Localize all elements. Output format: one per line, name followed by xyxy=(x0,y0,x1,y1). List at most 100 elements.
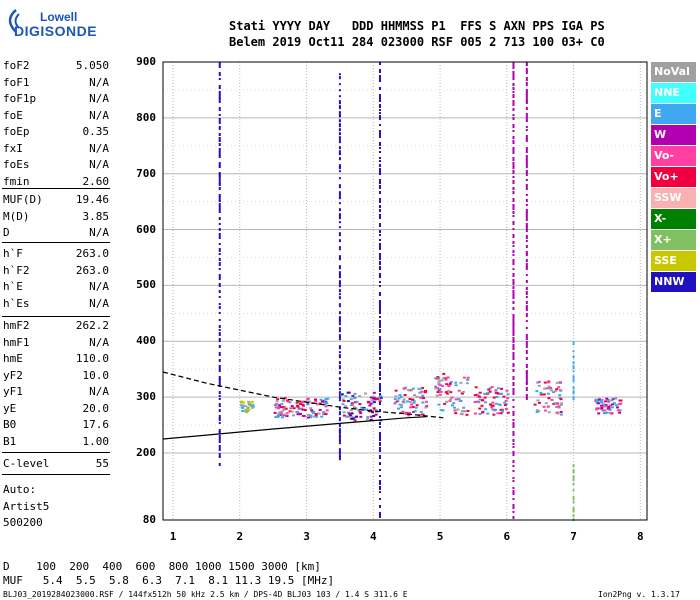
echo-mark xyxy=(367,410,371,413)
echo-mark xyxy=(449,380,453,383)
echo-trace-mark xyxy=(512,211,515,214)
echo-trace-mark xyxy=(338,365,341,370)
echo-mark xyxy=(310,409,314,412)
echo-mark xyxy=(349,409,353,412)
echo-mark xyxy=(324,398,328,401)
echo-mark xyxy=(374,413,378,416)
echo-mark xyxy=(283,413,287,416)
separator-line xyxy=(2,242,110,243)
echo-mark xyxy=(355,400,359,403)
echo-mark xyxy=(412,400,416,403)
echo-mark xyxy=(409,406,413,409)
param-name: foEp xyxy=(3,125,30,138)
echo-trace-mark xyxy=(512,411,515,414)
echo-mark xyxy=(434,377,438,380)
echo-mark xyxy=(369,402,373,405)
echo-mark xyxy=(408,397,412,400)
echo-trace-mark xyxy=(338,371,341,375)
echo-trace-mark xyxy=(218,72,221,76)
echo-trace-mark xyxy=(218,210,221,213)
echo-mark xyxy=(445,383,449,386)
echo-trace-mark xyxy=(378,106,381,108)
echo-mark xyxy=(250,404,254,407)
echo-mark xyxy=(604,404,608,407)
echo-mark xyxy=(403,393,407,396)
echo-trace-mark xyxy=(525,372,528,375)
echo-trace-mark xyxy=(378,312,381,314)
echo-mark xyxy=(603,405,607,408)
echo-mark xyxy=(306,416,310,419)
echo-trace-mark xyxy=(512,384,515,386)
echo-trace-mark xyxy=(218,203,221,206)
echo-mark xyxy=(277,405,281,408)
legend-item: Vo+ xyxy=(651,167,696,187)
echo-trace-mark xyxy=(338,391,341,394)
echo-mark xyxy=(424,390,428,393)
param-name: B1 xyxy=(3,434,17,448)
echo-mark xyxy=(442,377,446,380)
echo-mark xyxy=(600,407,604,410)
echo-trace-mark xyxy=(572,375,575,380)
echo-mark xyxy=(240,400,244,403)
echo-trace-mark xyxy=(378,435,381,438)
echo-trace-mark xyxy=(378,300,381,302)
echo-mark xyxy=(595,407,599,410)
echo-mark xyxy=(549,389,553,392)
echo-trace-mark xyxy=(378,261,381,265)
param-value: 263.0 xyxy=(75,247,109,260)
echo-trace-mark xyxy=(512,446,515,448)
echo-mark xyxy=(502,395,506,398)
echo-mark xyxy=(462,376,466,379)
echo-trace-mark xyxy=(218,137,221,141)
footer-version: Ion2Png v. 1.3.17 xyxy=(598,590,680,599)
echo-trace-mark xyxy=(512,180,515,184)
echo-mark xyxy=(559,411,563,414)
echo-trace-mark xyxy=(338,393,341,398)
param-value: N/A xyxy=(89,385,109,398)
echo-mark xyxy=(457,389,461,392)
echo-mark xyxy=(440,384,444,387)
echo-mark xyxy=(401,410,405,413)
echo-mark xyxy=(355,415,359,418)
echo-trace-mark xyxy=(218,435,221,437)
echo-trace-mark xyxy=(218,449,221,451)
echo-trace-mark xyxy=(338,128,341,132)
echo-mark xyxy=(393,402,397,405)
echo-mark xyxy=(342,399,346,402)
echo-trace-mark xyxy=(378,179,381,183)
param-row: C-level 55 xyxy=(3,456,109,472)
echo-trace-mark xyxy=(378,205,381,208)
echo-trace-mark xyxy=(338,83,341,86)
echo-mark xyxy=(609,412,613,415)
echo-trace-mark xyxy=(338,166,341,170)
echo-trace-mark xyxy=(512,100,515,102)
echo-trace-mark xyxy=(338,239,341,243)
echo-mark xyxy=(614,404,618,407)
x-tick-label: 2 xyxy=(236,530,244,543)
echo-trace-mark xyxy=(512,492,515,495)
echo-mark xyxy=(421,394,425,397)
echo-mark xyxy=(559,413,563,416)
echo-mark xyxy=(487,388,491,391)
echo-trace-mark xyxy=(378,285,381,287)
echo-mark xyxy=(452,402,456,405)
echo-mark xyxy=(295,411,299,414)
echo-trace-mark xyxy=(338,388,341,391)
echo-trace-mark xyxy=(512,94,515,98)
y-tick-label: 900 xyxy=(136,55,156,68)
echo-mark xyxy=(424,400,428,403)
echo-trace-mark xyxy=(525,223,528,227)
param-name: h`F xyxy=(3,247,23,260)
echo-trace-mark xyxy=(525,364,528,368)
echo-trace-mark xyxy=(512,162,515,165)
echo-trace-mark xyxy=(525,163,528,166)
y-tick-label: 300 xyxy=(136,390,156,404)
echo-mark xyxy=(445,400,449,403)
param-name: C-level xyxy=(3,457,50,470)
echo-mark xyxy=(402,401,406,404)
echo-trace-mark xyxy=(512,157,515,161)
param-row: D N/A xyxy=(3,225,109,241)
echo-mark xyxy=(348,414,352,417)
legend-item: SSE xyxy=(651,251,696,271)
echo-mark xyxy=(297,400,301,403)
